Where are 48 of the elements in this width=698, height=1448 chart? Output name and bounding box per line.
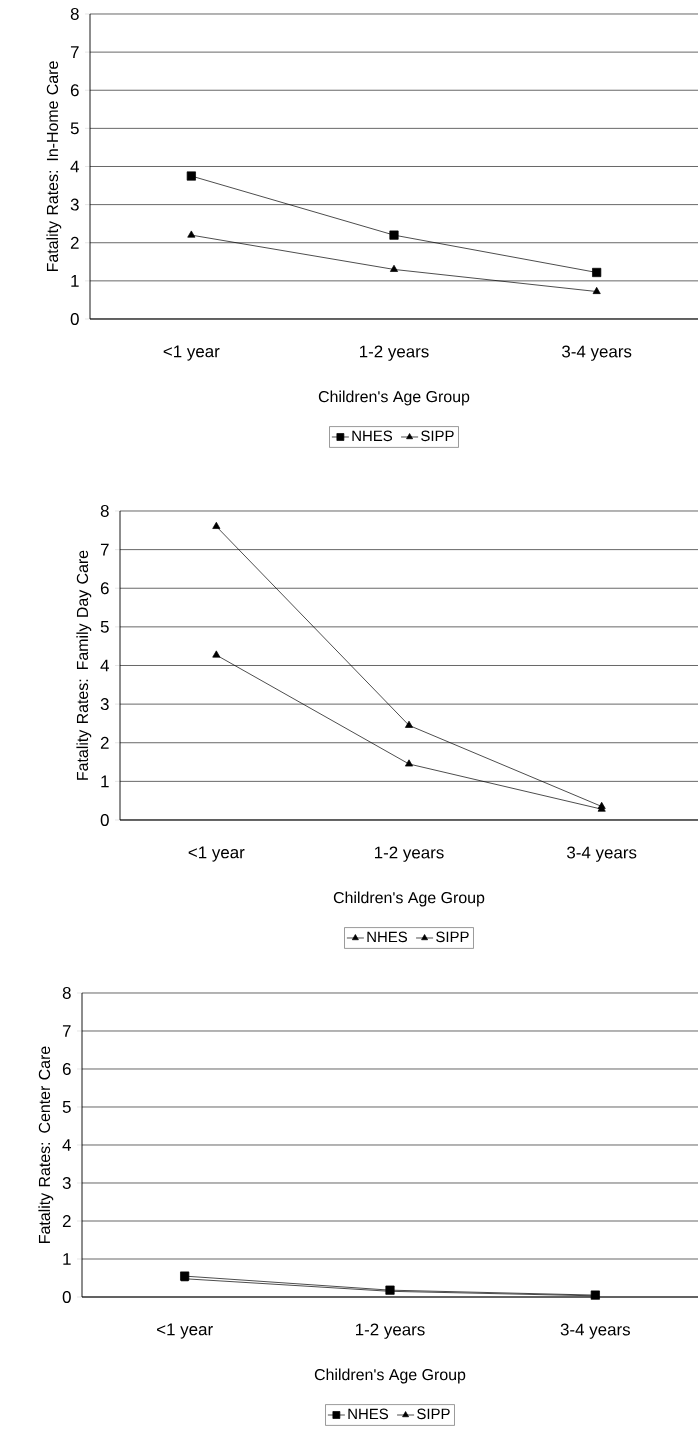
y-tick-label: 4	[62, 1139, 71, 1151]
y-tick-label: 6	[70, 84, 79, 97]
x-tick-label: 3-4 years	[560, 1323, 630, 1339]
x-tick-label: <1 year	[163, 345, 220, 361]
x-tick-label: 3-4 years	[567, 846, 637, 862]
y-tick-label: 6	[62, 1063, 71, 1075]
y-tick-label: 3	[70, 198, 79, 211]
y-tick-label: 4	[70, 160, 79, 173]
y-tick-label: 2	[100, 736, 109, 749]
y-tick-label: 0	[62, 1291, 71, 1303]
legend-label: SIPP	[421, 430, 454, 442]
y-tick-label: 0	[70, 312, 79, 325]
y-tick-label: 8	[100, 504, 109, 517]
y-tick-label: 0	[100, 814, 109, 826]
legend-label: SIPP	[417, 1408, 450, 1420]
x-tick-label: <1 year	[157, 1323, 213, 1339]
y-tick-label: 5	[70, 122, 79, 135]
y-tick-label: 6	[100, 582, 109, 595]
y-tick-label: 2	[70, 236, 79, 249]
y-tick-label: 3	[62, 1177, 71, 1189]
y-tick-label: 7	[100, 543, 109, 556]
x-tick-label: <1 year	[188, 846, 245, 862]
y-axis-title: Fatality Rates: Center Care	[38, 1046, 54, 1243]
legend-label: SIPP	[436, 931, 469, 943]
legend-label: NHES	[352, 430, 393, 442]
y-tick-label: 4	[100, 659, 109, 672]
y-tick-label: 1	[63, 1253, 71, 1265]
y-tick-label: 5	[100, 620, 109, 633]
legend-label: NHES	[348, 1408, 389, 1420]
y-tick-label: 5	[62, 1101, 71, 1113]
x-tick-label: 1-2 years	[360, 345, 429, 361]
y-tick-label: 7	[70, 46, 79, 58]
y-tick-label: 7	[62, 1025, 71, 1037]
x-tick-label: 3-4 years	[562, 345, 632, 361]
x-axis-title: Children's Age Group	[318, 390, 470, 406]
legend-label: NHES	[367, 931, 408, 943]
x-tick-label: 1-2 years	[356, 1323, 425, 1339]
y-tick-label: 8	[70, 7, 79, 20]
y-tick-label: 8	[62, 987, 71, 999]
y-tick-label: 1	[71, 275, 79, 287]
y-axis-title: Fatality Rates: In-Home Care	[46, 61, 62, 272]
y-tick-label: 1	[101, 775, 109, 788]
y-tick-label: 3	[100, 698, 109, 711]
x-axis-title: Children's Age Group	[333, 891, 485, 907]
x-tick-label: 1-2 years	[375, 846, 444, 862]
x-axis-title: Children's Age Group	[314, 1368, 466, 1384]
y-axis-title: Fatality Rates: Family Day Care	[76, 550, 92, 780]
y-tick-label: 2	[62, 1215, 71, 1227]
